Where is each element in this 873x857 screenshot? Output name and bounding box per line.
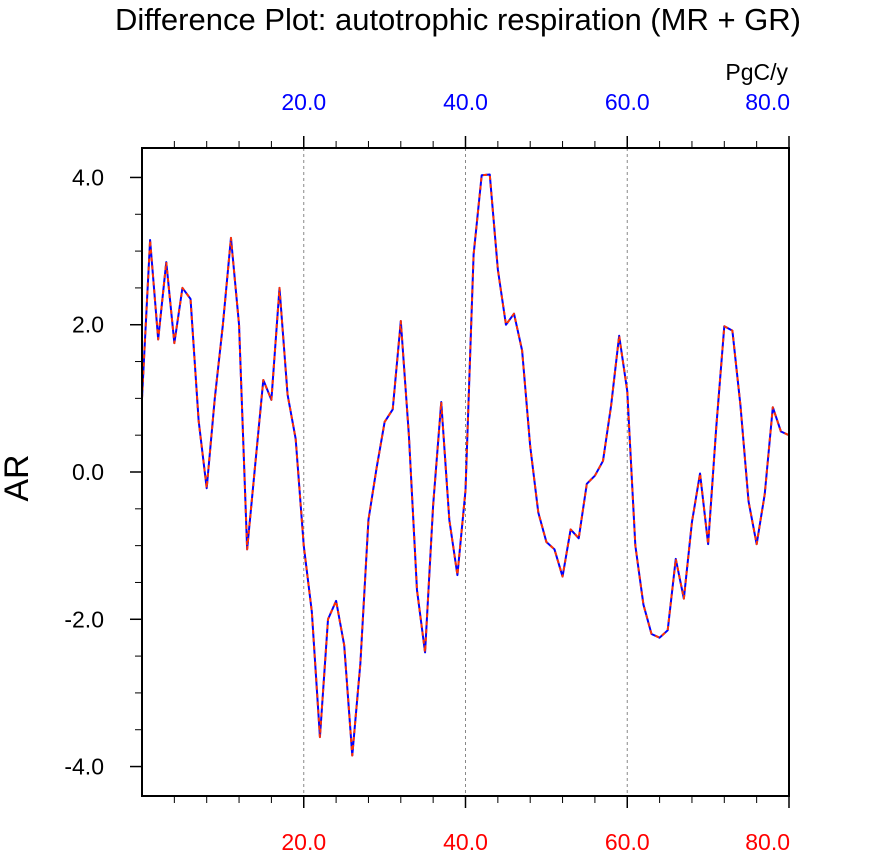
y-tick-label: -2.0 xyxy=(64,606,104,632)
tick-labels: 20.0 20.0 40.0 40.0 60.0 60.0 80.0 80.0 -4.0 -2.0… xyxy=(64,89,790,855)
chart-title: Difference Plot: autotrophic respiration… xyxy=(115,2,801,37)
data-series xyxy=(141,173,790,757)
y-tick-label: 0.0 xyxy=(72,459,104,485)
x-tick-label-bottom: 60.0 xyxy=(605,829,650,855)
x-tick-label-top: 20.0 xyxy=(281,89,326,115)
y-tick-label: -4.0 xyxy=(64,754,104,780)
axis-ticks xyxy=(130,136,790,808)
x-tick-label-top: 40.0 xyxy=(443,89,488,115)
x-tick-label-top: 80.0 xyxy=(745,89,790,115)
x-tick-label-bottom: 20.0 xyxy=(281,829,326,855)
x-tick-label-bottom: 40.0 xyxy=(443,829,488,855)
plot-frame xyxy=(141,147,790,797)
series-line-blue xyxy=(141,173,790,757)
top-axis-units: PgC/y xyxy=(725,59,788,85)
x-tick-label-top: 60.0 xyxy=(605,89,650,115)
y-tick-label: 4.0 xyxy=(72,164,104,190)
y-axis-label: AR xyxy=(0,454,36,501)
y-tick-label: 2.0 xyxy=(72,312,104,338)
x-tick-label-bottom: 80.0 xyxy=(745,829,790,855)
series-line-red-dashed xyxy=(141,173,790,757)
